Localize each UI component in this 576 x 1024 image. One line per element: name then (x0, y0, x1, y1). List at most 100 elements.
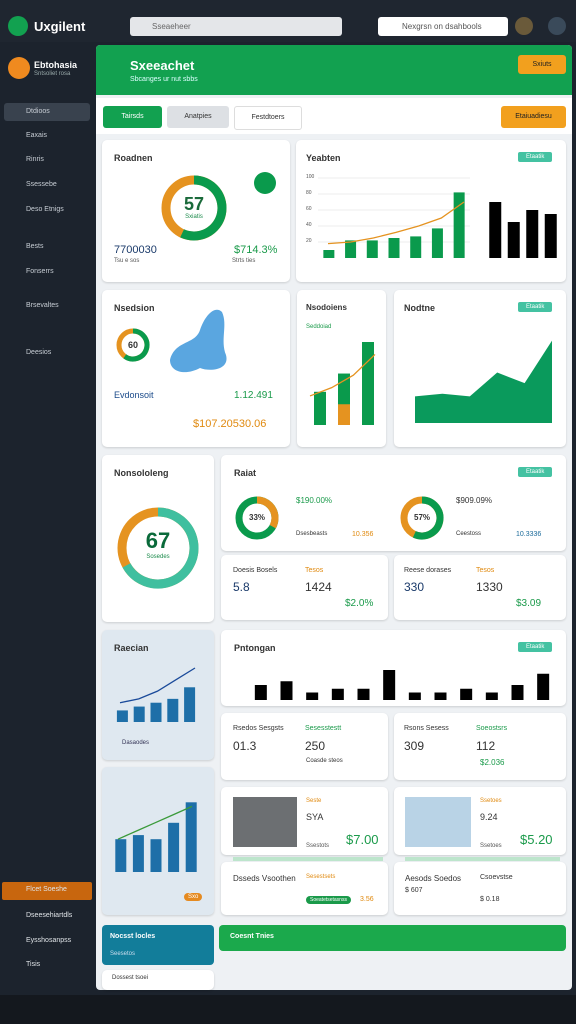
card (394, 713, 566, 780)
nav-item: Deso Etnigs (26, 206, 64, 213)
bar (362, 342, 374, 425)
bar (410, 236, 422, 258)
tag: Csoevstse (480, 874, 513, 881)
bar (434, 692, 447, 700)
sub-value: 5.8 (233, 580, 250, 594)
avatar[interactable] (548, 17, 566, 35)
gauge-sub: Sxiatis (185, 214, 203, 220)
stat: $107.20530.06 (193, 418, 267, 430)
card (394, 862, 566, 915)
bar (323, 250, 335, 258)
gauge-arc (256, 496, 279, 529)
search-right[interactable] (378, 17, 508, 36)
tab[interactable]: Festdtoers (234, 106, 302, 130)
bar (366, 240, 378, 258)
trend-line (309, 353, 376, 397)
brand-sub: Sntsoliet rosa (34, 71, 71, 77)
tag: Sesestsets (306, 874, 336, 880)
trend-line (327, 201, 465, 245)
donut-value: $190.00% (296, 496, 333, 505)
bar (357, 688, 370, 700)
gauge-sub: Sosedes (146, 554, 170, 560)
card-title: Raecian (114, 643, 149, 653)
bar (280, 681, 293, 700)
card-title: Aesods Soedos (405, 874, 462, 883)
value: $ 0.18 (480, 896, 500, 903)
foot: Ssetoes (480, 843, 502, 849)
bar (184, 687, 196, 722)
tab[interactable]: Anatpies (167, 106, 229, 128)
foot-title: Dossest tsoei (112, 975, 149, 981)
bar (115, 839, 127, 872)
active-item[interactable] (4, 103, 90, 121)
card-button: Etaatik (518, 152, 553, 162)
card (102, 630, 214, 760)
sub-value: 01.3 (233, 739, 257, 753)
gauge-value: 60 (127, 340, 139, 350)
sub-value: 309 (404, 739, 425, 753)
avatar[interactable] (515, 17, 533, 35)
tab[interactable]: Tairsds (103, 106, 162, 128)
bar (544, 214, 557, 258)
progress (405, 857, 560, 861)
sub-value: 112 (476, 739, 496, 753)
action-button[interactable]: Etaiuadiesu (501, 106, 566, 128)
trend-line (119, 667, 196, 704)
sub-tag: Tesos (305, 567, 324, 574)
sub-tag: Tesos (476, 567, 495, 574)
bar (511, 685, 524, 700)
donut-label: 57% (413, 513, 431, 522)
gauge-value: 67 (145, 528, 171, 553)
header-subtitle: Sbcanges ur nut sbbs (130, 76, 198, 83)
green-bar[interactable] (219, 925, 566, 951)
bar (150, 839, 162, 872)
label: 9.24 (480, 812, 498, 822)
card-title: Roadnen (114, 153, 153, 163)
nav-item: Flcet Soeshe (26, 886, 67, 893)
card-title: Dsseds Vsoothen (233, 874, 296, 883)
header-button[interactable]: Sxiuts (518, 55, 566, 74)
search-right-text: Nexgrsn on dsahbools (402, 22, 482, 31)
bar (168, 822, 180, 872)
bar (167, 698, 179, 722)
card-title: Nodtne (404, 303, 435, 313)
tag: Ssetoes (480, 798, 502, 804)
stat: 1.12.491 (234, 390, 273, 401)
nav-item: Eysshosanpss (26, 937, 72, 944)
sub-title: Rsedos Sesgsts (233, 725, 284, 732)
photo (405, 797, 471, 847)
header (96, 45, 572, 95)
card-title: Raiat (234, 468, 257, 478)
brand: Ebtohasia (34, 60, 78, 70)
nav-item: Tisis (26, 961, 41, 968)
y-tick-label: 60 (306, 206, 312, 212)
bar (150, 702, 162, 722)
card-title: Nonsololeng (114, 468, 169, 478)
teal-card[interactable] (102, 925, 214, 965)
nav-item: Rinris (26, 156, 44, 163)
card-sub: Seddoiad (306, 324, 332, 330)
teal-sub: Seesetos (110, 951, 136, 957)
card-button: Etaatik (518, 467, 553, 477)
card (296, 140, 566, 282)
teal-title: Nocsst locles (110, 933, 156, 940)
bar (388, 238, 400, 258)
area (415, 340, 552, 423)
price: $7.00 (346, 832, 379, 847)
active-item[interactable] (2, 882, 92, 900)
legend: Dasaodes (122, 740, 150, 746)
nav-item: Fonserrs (26, 268, 54, 275)
gauge-arc (180, 175, 227, 241)
gauge-arc (123, 328, 150, 362)
bar (453, 192, 465, 258)
bar (116, 710, 128, 722)
label: Evdonsoit (114, 390, 154, 400)
bar (345, 240, 357, 258)
donut-tag: 10.356 (352, 531, 374, 538)
nav-item: Dseesehiartdls (26, 912, 73, 919)
stat-sub: Strts ties (232, 258, 256, 264)
bar (314, 391, 326, 425)
search-box[interactable] (130, 17, 342, 36)
